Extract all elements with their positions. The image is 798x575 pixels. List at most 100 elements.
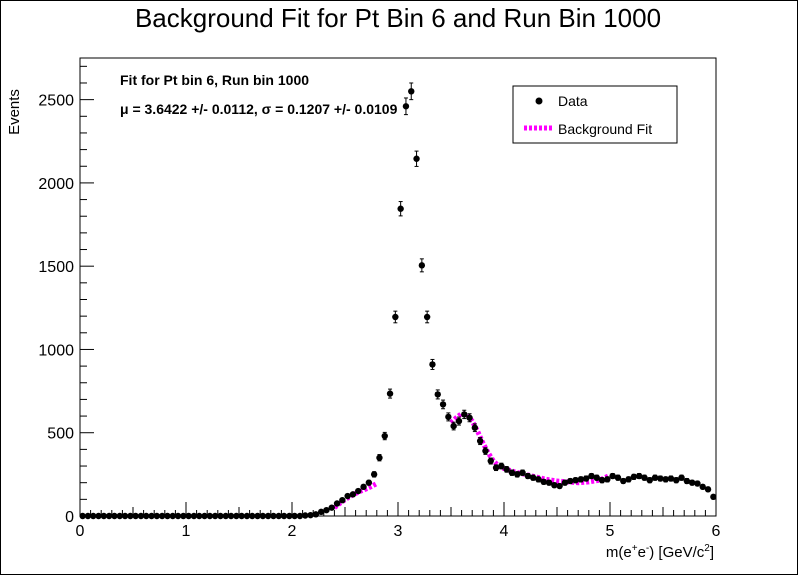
data-point <box>418 262 426 269</box>
data-point <box>476 437 484 445</box>
data-point <box>434 391 441 398</box>
y-tick-label: 1500 <box>38 259 74 276</box>
data-point <box>169 512 176 520</box>
data-point <box>137 512 145 520</box>
data-point <box>471 424 479 431</box>
x-tick-label: 4 <box>500 523 509 540</box>
data-point <box>365 479 373 486</box>
data-point <box>492 464 500 471</box>
x-tick-label: 0 <box>76 523 85 540</box>
data-point <box>296 512 304 520</box>
data-point <box>445 413 452 421</box>
data-point <box>598 476 606 484</box>
data-point <box>143 512 150 520</box>
data-point <box>222 512 229 520</box>
data-point <box>328 504 335 511</box>
data-point <box>609 472 616 480</box>
data-point <box>238 512 245 520</box>
legend-box <box>512 85 678 144</box>
data-point <box>270 512 277 520</box>
y-axis-label: Events <box>6 89 23 135</box>
data-point <box>641 474 648 481</box>
y-tick-label: 500 <box>47 426 74 443</box>
data-point <box>699 483 706 491</box>
y-tick-label: 0 <box>65 509 74 526</box>
data-point <box>90 512 97 520</box>
data-point <box>423 313 431 321</box>
data-point <box>482 447 489 455</box>
data-point <box>381 432 388 440</box>
data-point <box>614 474 622 481</box>
data-point <box>673 476 680 484</box>
data-point <box>688 479 696 486</box>
data-point <box>577 476 585 483</box>
data-point <box>413 155 420 162</box>
data-point <box>524 472 532 480</box>
data-point <box>100 512 108 520</box>
data-point <box>185 512 192 520</box>
data-point <box>190 512 198 520</box>
data-point <box>392 313 399 321</box>
data-point <box>105 512 113 520</box>
y-tick-label: 1000 <box>38 342 74 359</box>
x-tick-labels: 0 1 2 3 4 5 6 <box>76 523 721 540</box>
data-series <box>79 82 717 520</box>
legend-data-marker <box>535 97 543 105</box>
data-point <box>386 390 394 397</box>
data-point <box>397 205 404 212</box>
data-point <box>264 512 272 520</box>
data-point <box>349 491 357 498</box>
data-point <box>376 454 383 461</box>
data-point <box>466 414 473 421</box>
data-point <box>259 512 267 520</box>
data-point <box>323 506 330 514</box>
data-point <box>286 512 293 520</box>
data-point <box>582 475 590 482</box>
x-tick-label: 1 <box>182 523 191 540</box>
data-point <box>514 471 521 478</box>
data-point <box>620 477 627 485</box>
data-point <box>667 475 675 482</box>
x-axis-label: m(e+e-) [GeV/c2] <box>606 543 714 561</box>
data-point <box>158 512 166 520</box>
data-point <box>540 478 547 486</box>
data-point <box>132 512 139 520</box>
annotation-fit-title: Fit for Pt bin 6, Run bin 1000 <box>120 72 309 88</box>
data-point <box>275 512 282 520</box>
data-point <box>450 422 457 430</box>
data-point <box>302 512 309 519</box>
data-point <box>307 511 314 519</box>
data-point <box>625 476 632 483</box>
data-point <box>164 512 171 520</box>
data-point <box>561 479 569 486</box>
data-point <box>683 477 691 485</box>
data-point <box>217 512 224 520</box>
legend-data-label: Data <box>558 93 588 109</box>
data-point <box>635 472 643 480</box>
data-point <box>503 466 510 473</box>
data-point <box>508 469 516 476</box>
data-point <box>201 512 208 520</box>
data-point <box>84 512 92 520</box>
data-point <box>694 480 701 487</box>
x-tick-label: 6 <box>712 523 721 540</box>
data-point <box>545 479 553 486</box>
data-point <box>710 493 717 501</box>
data-point <box>519 469 526 476</box>
data-point <box>280 512 288 520</box>
data-point <box>461 411 468 418</box>
data-point <box>127 512 134 520</box>
annotation-fit-params: μ = 3.6422 +/- 0.0112, σ = 0.1207 +/- 0.… <box>120 101 398 117</box>
data-point <box>588 472 595 480</box>
data-point <box>243 512 251 520</box>
data-point <box>344 492 351 500</box>
data-point <box>95 512 102 520</box>
data-point <box>206 512 214 520</box>
data-point <box>180 512 187 520</box>
data-point <box>116 512 123 520</box>
data-point <box>429 361 436 368</box>
data-point <box>148 512 155 520</box>
y-tick-label: 2500 <box>38 93 74 110</box>
data-point <box>604 476 611 483</box>
